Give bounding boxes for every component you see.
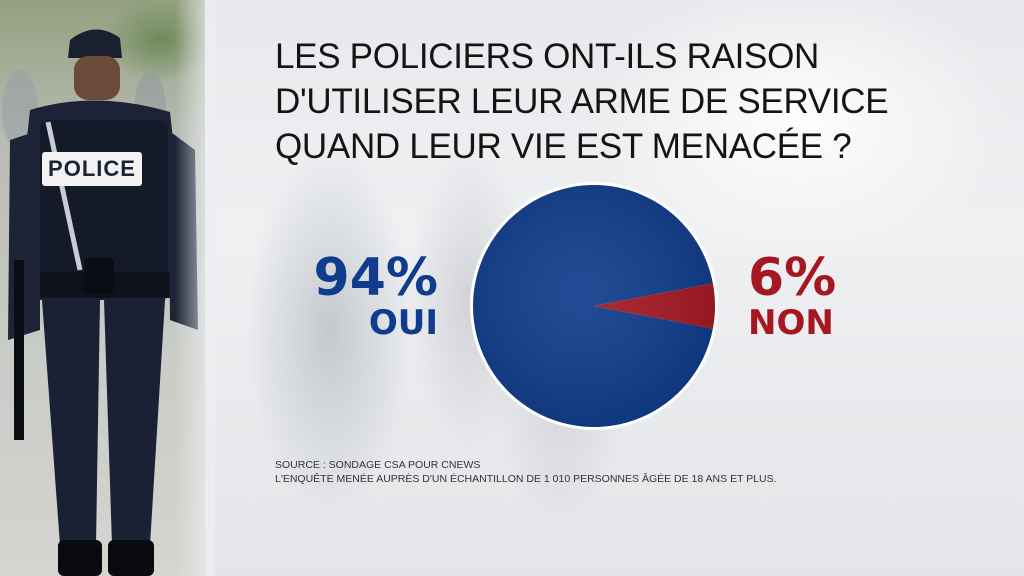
police-patch: POLICE	[42, 152, 142, 186]
non-percent: 6%	[748, 248, 837, 308]
pie-shading	[473, 185, 715, 427]
page-title: LES POLICIERS ONT-ILS RAISON D'UTILISER …	[275, 37, 889, 166]
non-label-group: 6% NON	[748, 250, 888, 340]
source-note: SOURCE : SONDAGE CSA POUR CNEWS L'ENQUÊT…	[275, 458, 975, 486]
non-label: NON	[748, 303, 834, 343]
pie-svg	[470, 182, 718, 430]
oui-label-group: 94% OUI	[298, 250, 438, 340]
source-line-1: SOURCE : SONDAGE CSA POUR CNEWS	[275, 459, 481, 471]
photo-fade	[175, 0, 215, 576]
pie-chart	[468, 180, 720, 432]
oui-percent: 94%	[313, 248, 438, 308]
oui-label: OUI	[368, 303, 438, 343]
source-line-2: L'ENQUÊTE MENÉE AUPRÈS D'UN ÉCHANTILLON …	[275, 473, 777, 485]
